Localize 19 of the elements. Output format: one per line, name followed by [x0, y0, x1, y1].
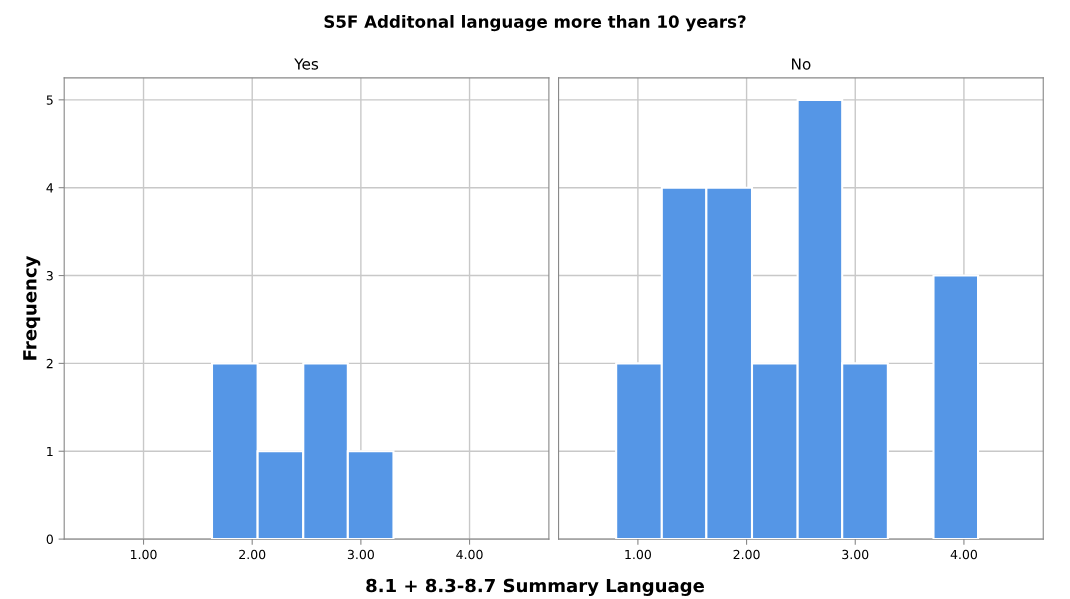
x-tick-label: 4.00 — [456, 549, 483, 560]
y-tick-label: 4 — [46, 183, 54, 193]
x-axis-title: 8.1 + 8.3-8.7 Summary Language — [366, 578, 704, 597]
chart-title: S5F Additonal language more than 10 years? — [324, 14, 746, 32]
x-tick-label: 1.00 — [130, 549, 157, 560]
y-tick-label: 2 — [46, 358, 53, 369]
x-tick-label: 3.00 — [347, 549, 374, 560]
chart-subtitle: No — [792, 58, 811, 70]
y-tick-label: 1 — [47, 446, 53, 456]
y-tick-label: 3 — [46, 271, 53, 281]
y-tick-label: 5 — [46, 95, 53, 105]
x-tick-label: 1.00 — [625, 549, 651, 560]
y-axis-title: Frequency — [23, 255, 41, 360]
x-tick-label: 2.00 — [239, 549, 266, 560]
y-tick-label: 0 — [46, 534, 53, 545]
x-tick-label: 3.00 — [842, 549, 869, 560]
chart-subtitle: Yes — [294, 58, 319, 70]
x-tick-label: 2.00 — [733, 549, 760, 560]
x-tick-label: 4.00 — [950, 549, 978, 560]
